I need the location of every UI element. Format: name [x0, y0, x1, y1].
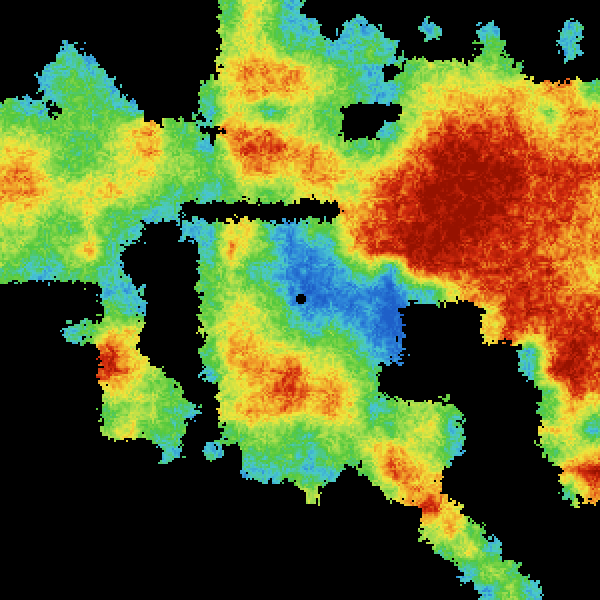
radar-display — [0, 0, 600, 600]
radar-reflectivity-image — [0, 0, 600, 600]
